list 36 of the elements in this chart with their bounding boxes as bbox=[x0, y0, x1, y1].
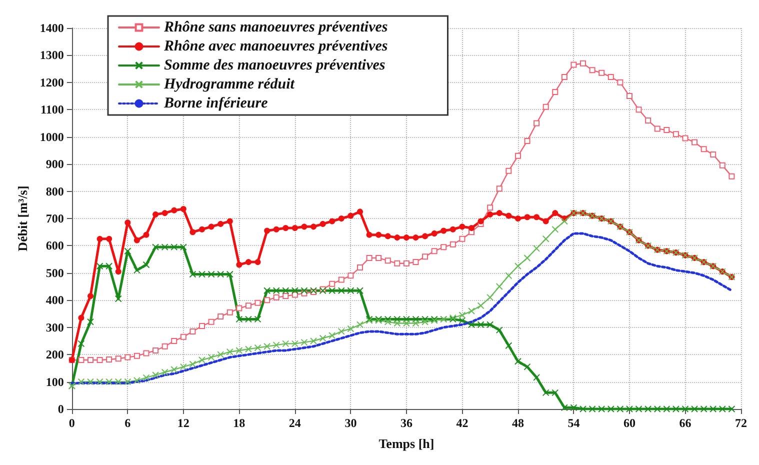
x-tick-label: 24 bbox=[288, 416, 301, 430]
x-tick-label: 48 bbox=[512, 416, 524, 430]
y-tick-label: 500 bbox=[46, 266, 64, 280]
y-tick-label: 400 bbox=[46, 293, 64, 308]
legend-label: Somme des manoeuvres préventives bbox=[164, 58, 386, 74]
y-tick-label: 900 bbox=[46, 157, 64, 172]
legend-label: Rhône sans manoeuvres préventives bbox=[163, 20, 388, 36]
x-tick-label: 42 bbox=[456, 416, 468, 430]
y-axis-title: Débit [m³/s] bbox=[15, 186, 30, 252]
y-tick-label: 100 bbox=[46, 374, 64, 389]
y-tick-label: 600 bbox=[46, 238, 64, 253]
y-tick-label: 0 bbox=[58, 402, 64, 416]
y-tick-label: 800 bbox=[46, 184, 64, 198]
x-tick-label: 18 bbox=[233, 416, 246, 430]
x-tick-label: 54 bbox=[568, 416, 580, 430]
y-tick-label: 1000 bbox=[40, 130, 64, 144]
x-tick-label: 0 bbox=[68, 416, 75, 430]
x-tick-label: 30 bbox=[344, 416, 357, 430]
y-tick-label: 1300 bbox=[40, 48, 64, 62]
x-axis-title: Temps [h] bbox=[378, 436, 434, 451]
y-tick-label: 700 bbox=[46, 212, 64, 226]
line-series bbox=[70, 232, 733, 384]
x-tick-label: 66 bbox=[679, 416, 692, 430]
x-tick-label: 12 bbox=[177, 416, 190, 430]
y-tick-label: 1400 bbox=[40, 21, 64, 35]
legend-label: Hydrogramme réduit bbox=[163, 76, 296, 92]
x-tick-label: 6 bbox=[124, 416, 131, 430]
x-tick-label: 60 bbox=[623, 416, 636, 430]
y-tick-label: 1100 bbox=[40, 102, 64, 117]
x-tick-label: 72 bbox=[735, 416, 747, 430]
y-tick-label: 300 bbox=[46, 320, 64, 334]
legend-label: Rhône avec manoeuvres préventives bbox=[163, 38, 388, 54]
x-tick-label: 36 bbox=[400, 416, 412, 430]
y-tick-label: 1200 bbox=[40, 75, 64, 90]
legend-label: Borne inférieure bbox=[163, 96, 268, 112]
y-tick-label: 200 bbox=[46, 348, 64, 362]
